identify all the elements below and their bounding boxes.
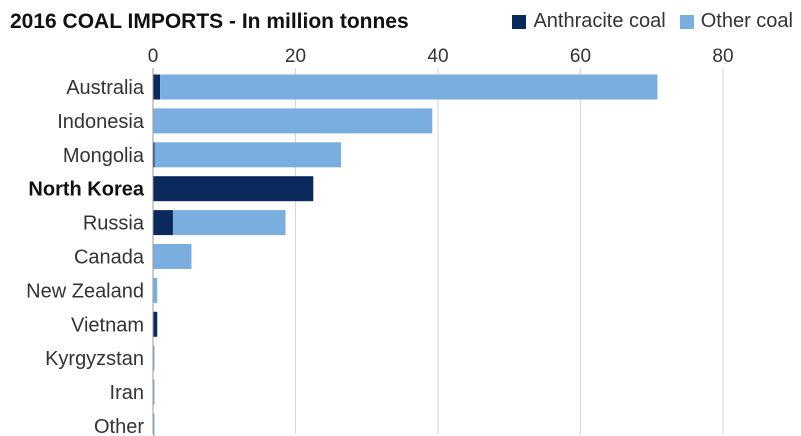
category-label-vietnam: Vietnam (71, 314, 144, 336)
bar-kyrgyzstan-other-coal (153, 345, 155, 371)
bar-russia-anthracite-coal (153, 210, 173, 236)
legend-swatch-other-coal (679, 14, 694, 29)
x-tick-label-20: 20 (285, 46, 306, 67)
category-label-new-zealand: New Zealand (26, 280, 144, 302)
category-label-canada: Canada (74, 247, 145, 269)
category-label-indonesia: Indonesia (57, 111, 145, 133)
legend-item-anthracite: Anthracite coal (512, 10, 666, 33)
x-tick-label-80: 80 (712, 46, 733, 67)
legend-swatch-anthracite (512, 14, 527, 29)
bar-canada-other-coal (153, 244, 192, 269)
bar-mongolia-other-coal (154, 142, 342, 168)
bar-russia-other-coal (172, 210, 286, 236)
legend: Anthracite coal Other coal (498, 10, 793, 33)
chart-title: 2016 COAL IMPORTS - In million tonnes (10, 10, 409, 33)
category-label-russia: Russia (83, 213, 145, 235)
category-label-kyrgyzstan: Kyrgyzstan (45, 348, 144, 370)
x-tick-label-40: 40 (427, 46, 448, 67)
category-label-australia: Australia (66, 77, 145, 99)
bar-indonesia-other-coal (153, 108, 433, 134)
bar-vietnam-anthracite-coal (153, 311, 158, 337)
bar-iran-other-coal (153, 379, 155, 405)
bar-mongolia-anthracite-coal (153, 142, 155, 168)
category-label-mongolia: Mongolia (63, 145, 145, 167)
x-tick-label-0: 0 (148, 46, 159, 67)
category-label-other: Other (94, 416, 144, 436)
bar-north-korea-anthracite-coal (153, 176, 314, 202)
x-tick-label-60: 60 (570, 46, 591, 67)
legend-item-other-coal: Other coal (679, 10, 793, 33)
category-label-north-korea: North Korea (28, 179, 144, 201)
bar-other-other-coal (153, 413, 155, 436)
legend-label-other-coal: Other coal (700, 10, 793, 32)
bar-australia-anthracite-coal (153, 74, 161, 100)
bar-australia-other-coal (160, 74, 658, 100)
category-label-iran: Iran (110, 382, 144, 404)
bar-new-zealand-other-coal (153, 277, 158, 303)
legend-label-anthracite: Anthracite coal (533, 10, 666, 32)
